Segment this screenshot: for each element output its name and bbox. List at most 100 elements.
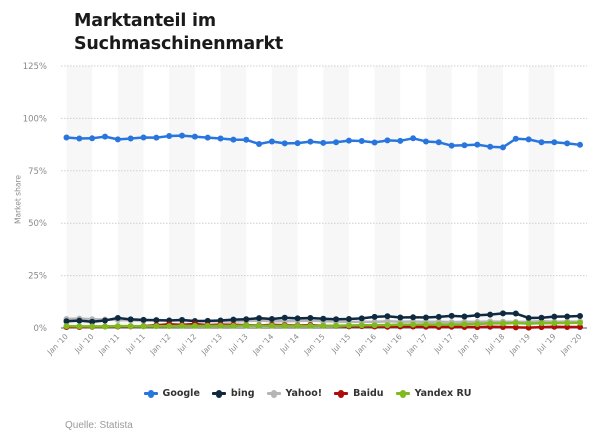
data-point[interactable] bbox=[281, 322, 288, 329]
data-point[interactable] bbox=[358, 315, 365, 322]
data-point[interactable] bbox=[153, 134, 160, 141]
data-point[interactable] bbox=[461, 321, 468, 328]
data-point[interactable] bbox=[474, 312, 481, 319]
data-point[interactable] bbox=[268, 322, 275, 329]
data-point[interactable] bbox=[371, 322, 378, 329]
data-point[interactable] bbox=[397, 314, 404, 321]
data-point[interactable] bbox=[384, 137, 391, 144]
data-point[interactable] bbox=[577, 141, 583, 148]
data-point[interactable] bbox=[525, 314, 532, 321]
data-point[interactable] bbox=[512, 319, 519, 326]
data-point[interactable] bbox=[538, 320, 545, 327]
data-point[interactable] bbox=[307, 138, 314, 145]
data-point[interactable] bbox=[525, 136, 532, 143]
data-point[interactable] bbox=[371, 139, 378, 146]
data-point[interactable] bbox=[577, 319, 583, 326]
data-point[interactable] bbox=[512, 135, 519, 142]
data-point[interactable] bbox=[243, 316, 250, 323]
data-point[interactable] bbox=[102, 317, 109, 324]
data-point[interactable] bbox=[204, 317, 211, 324]
data-point[interactable] bbox=[538, 314, 545, 321]
data-point[interactable] bbox=[345, 315, 352, 322]
data-point[interactable] bbox=[140, 134, 147, 141]
data-point[interactable] bbox=[230, 316, 237, 323]
data-point[interactable] bbox=[487, 320, 494, 327]
data-point[interactable] bbox=[397, 321, 404, 328]
legend-item[interactable]: Baidu bbox=[334, 388, 384, 399]
data-point[interactable] bbox=[114, 314, 121, 321]
data-point[interactable] bbox=[230, 322, 237, 329]
data-point[interactable] bbox=[217, 135, 224, 142]
data-point[interactable] bbox=[140, 323, 147, 330]
data-point[interactable] bbox=[333, 322, 340, 329]
data-point[interactable] bbox=[89, 135, 96, 142]
data-point[interactable] bbox=[499, 310, 506, 317]
data-point[interactable] bbox=[294, 322, 301, 329]
data-point[interactable] bbox=[564, 319, 571, 326]
legend-item[interactable]: bing bbox=[211, 388, 255, 399]
data-point[interactable] bbox=[345, 322, 352, 329]
data-point[interactable] bbox=[384, 313, 391, 320]
data-point[interactable] bbox=[397, 137, 404, 144]
data-point[interactable] bbox=[448, 142, 455, 149]
data-point[interactable] bbox=[243, 322, 250, 329]
data-point[interactable] bbox=[102, 323, 109, 330]
data-point[interactable] bbox=[307, 314, 314, 321]
data-point[interactable] bbox=[166, 133, 173, 140]
data-point[interactable] bbox=[102, 133, 109, 140]
data-point[interactable] bbox=[422, 321, 429, 328]
data-point[interactable] bbox=[63, 323, 70, 330]
data-point[interactable] bbox=[179, 317, 186, 324]
data-point[interactable] bbox=[76, 135, 83, 142]
data-point[interactable] bbox=[320, 322, 327, 329]
data-point[interactable] bbox=[525, 320, 532, 327]
data-point[interactable] bbox=[217, 322, 224, 329]
data-point[interactable] bbox=[333, 139, 340, 146]
data-point[interactable] bbox=[294, 315, 301, 322]
data-point[interactable] bbox=[422, 138, 429, 145]
data-point[interactable] bbox=[410, 314, 417, 321]
data-point[interactable] bbox=[153, 317, 160, 324]
data-point[interactable] bbox=[114, 136, 121, 143]
data-point[interactable] bbox=[268, 138, 275, 145]
data-point[interactable] bbox=[179, 132, 186, 139]
data-point[interactable] bbox=[204, 134, 211, 141]
data-point[interactable] bbox=[448, 321, 455, 328]
data-point[interactable] bbox=[410, 135, 417, 142]
data-point[interactable] bbox=[345, 137, 352, 144]
data-point[interactable] bbox=[114, 323, 121, 330]
data-point[interactable] bbox=[358, 322, 365, 329]
legend-item[interactable]: Google bbox=[143, 388, 200, 399]
data-point[interactable] bbox=[179, 322, 186, 329]
data-point[interactable] bbox=[333, 316, 340, 323]
data-point[interactable] bbox=[487, 311, 494, 318]
data-point[interactable] bbox=[63, 318, 70, 325]
data-point[interactable] bbox=[577, 313, 583, 320]
data-point[interactable] bbox=[153, 323, 160, 330]
data-point[interactable] bbox=[512, 324, 519, 331]
data-point[interactable] bbox=[474, 141, 481, 148]
data-point[interactable] bbox=[89, 318, 96, 325]
data-point[interactable] bbox=[435, 139, 442, 146]
data-point[interactable] bbox=[281, 140, 288, 147]
data-point[interactable] bbox=[217, 317, 224, 324]
data-point[interactable] bbox=[127, 135, 134, 142]
data-point[interactable] bbox=[76, 317, 83, 324]
data-point[interactable] bbox=[89, 323, 96, 330]
data-point[interactable] bbox=[191, 133, 198, 140]
data-point[interactable] bbox=[320, 315, 327, 322]
data-point[interactable] bbox=[461, 313, 468, 320]
data-point[interactable] bbox=[448, 312, 455, 319]
legend-item[interactable]: Yahoo! bbox=[266, 388, 322, 399]
data-point[interactable] bbox=[127, 323, 134, 330]
data-point[interactable] bbox=[435, 313, 442, 320]
data-point[interactable] bbox=[461, 142, 468, 149]
data-point[interactable] bbox=[281, 314, 288, 321]
data-point[interactable] bbox=[307, 322, 314, 329]
data-point[interactable] bbox=[487, 143, 494, 150]
data-point[interactable] bbox=[230, 136, 237, 143]
data-point[interactable] bbox=[384, 322, 391, 329]
data-point[interactable] bbox=[564, 140, 571, 147]
data-point[interactable] bbox=[63, 134, 70, 141]
data-point[interactable] bbox=[256, 322, 263, 329]
